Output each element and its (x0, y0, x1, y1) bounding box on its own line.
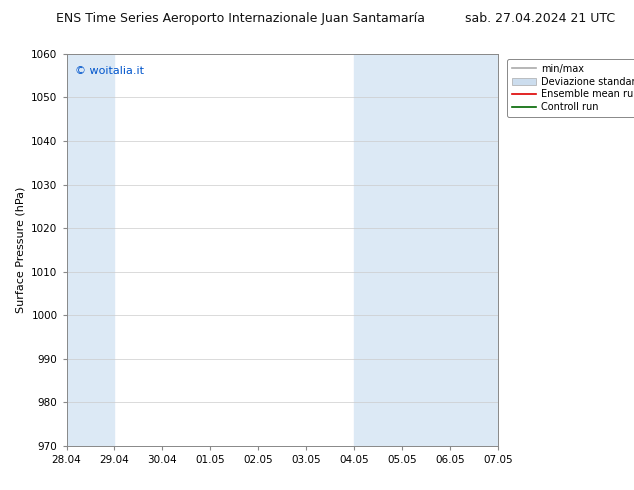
Bar (450, 54, 498, 446)
Text: ENS Time Series Aeroporto Internazionale Juan Santamaría: ENS Time Series Aeroporto Internazionale… (56, 12, 425, 25)
Bar (67, 54, 115, 446)
Y-axis label: Surface Pressure (hPa): Surface Pressure (hPa) (16, 187, 26, 313)
Text: © woitalia.it: © woitalia.it (75, 66, 144, 75)
Text: sab. 27.04.2024 21 UTC: sab. 27.04.2024 21 UTC (465, 12, 615, 25)
Legend: min/max, Deviazione standard, Ensemble mean run, Controll run: min/max, Deviazione standard, Ensemble m… (507, 59, 634, 117)
Bar (354, 54, 450, 446)
